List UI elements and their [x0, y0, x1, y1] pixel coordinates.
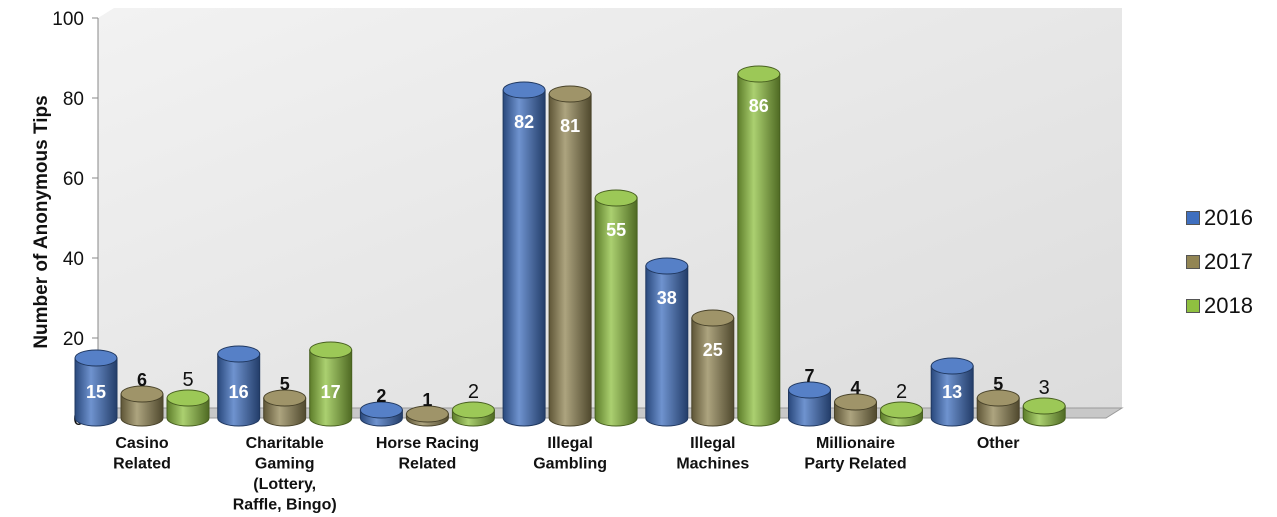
x-axis-labels: Casino Related Charitable Gaming (Lottery, Ra… [113, 435, 1019, 514]
bar-2018-6: 3 [1022, 377, 1066, 427]
x-tick-label: Horse Racing Related [376, 435, 479, 473]
y-axis-title: Number of Anonymous Tips [31, 95, 52, 348]
data-label: 55 [606, 220, 626, 240]
data-label: 13 [942, 382, 962, 402]
bar-2016-3: 82 [502, 81, 546, 427]
bar-2016-0: 15 [74, 349, 118, 427]
legend-label-2016: 2016 [1204, 205, 1253, 230]
x-tick-label: Illegal Machines [676, 435, 749, 473]
bar-2016-4: 38 [645, 257, 689, 427]
data-label: 7 [804, 366, 814, 386]
y-tick-label: 40 [63, 249, 84, 270]
data-label: 5 [182, 369, 193, 391]
legend-label-2017: 2017 [1204, 249, 1253, 274]
legend-item-2018: 2018 [1186, 284, 1274, 328]
y-tick-label: 80 [63, 89, 84, 110]
data-label: 3 [1039, 377, 1050, 399]
y-tick-label: 20 [63, 329, 84, 350]
data-label: 16 [229, 382, 249, 402]
data-label: 6 [137, 370, 147, 390]
bar-2016-2: 2 [359, 386, 403, 427]
bar-2017-1: 5 [263, 374, 307, 427]
bar-2017-6: 5 [976, 374, 1020, 427]
legend-label-2018: 2018 [1204, 293, 1253, 318]
legend-swatch-2017 [1186, 255, 1200, 269]
bar-2018-3: 55 [594, 189, 638, 427]
data-label: 1 [422, 390, 432, 410]
data-label: 4 [850, 378, 860, 398]
data-label: 2 [376, 386, 386, 406]
y-tick-label: 100 [52, 9, 84, 30]
x-tick-label: Illegal Gambling [533, 435, 607, 473]
bar-2016-5: 7 [788, 366, 831, 427]
legend: 2016 2017 2018 [1186, 196, 1274, 328]
data-label: 2 [468, 381, 479, 403]
data-label: 17 [321, 382, 341, 402]
bar-2016-1: 16 [217, 345, 261, 427]
bar-2018-1: 17 [309, 341, 353, 427]
x-tick-label: Charitable Gaming (Lottery, Raffle, Bingo) [233, 435, 337, 514]
data-label: 81 [560, 116, 580, 136]
legend-item-2017: 2017 [1186, 240, 1274, 284]
bar-2018-4: 86 [737, 65, 781, 427]
bar-2018-0: 5 [166, 369, 210, 427]
legend-swatch-2016 [1186, 211, 1200, 225]
data-label: 15 [86, 382, 106, 402]
data-label: 5 [280, 374, 290, 394]
x-tick-label: Other [977, 435, 1020, 452]
data-label: 82 [514, 112, 534, 132]
bar-2017-5: 4 [834, 378, 877, 427]
data-label: 2 [896, 381, 907, 403]
data-label: 38 [657, 288, 677, 308]
bar-2017-0: 6 [120, 370, 164, 427]
bar-2017-2: 1 [405, 390, 449, 427]
data-label: 5 [993, 374, 1003, 394]
y-tick-label: 60 [63, 169, 84, 190]
x-tick-label: Millionaire Party Related [804, 435, 906, 473]
legend-swatch-2018 [1186, 299, 1200, 313]
data-label: 86 [749, 96, 769, 116]
bar-2017-4: 25 [691, 309, 735, 427]
legend-item-2016: 2016 [1186, 196, 1274, 240]
bar-2016-6: 13 [930, 357, 974, 427]
bar-2018-2: 2 [451, 381, 495, 427]
bar-2018-5: 2 [880, 381, 923, 427]
bar-2017-3: 81 [548, 85, 592, 427]
data-label: 25 [703, 340, 723, 360]
x-tick-label: Casino Related [113, 435, 171, 473]
